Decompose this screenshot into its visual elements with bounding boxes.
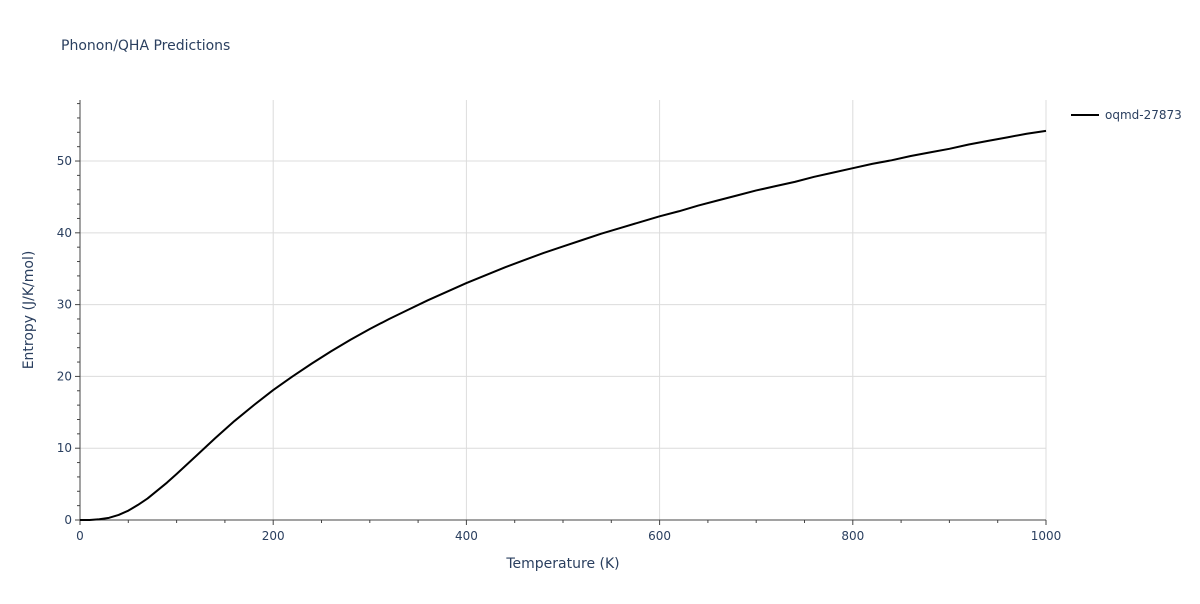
x-gridlines — [272, 100, 1047, 520]
x-tick-label: 200 — [262, 529, 285, 543]
x-tick-label: 800 — [841, 529, 864, 543]
y-tick-label: 30 — [57, 298, 72, 312]
series-layer — [80, 129, 1047, 521]
y-tick-label: 0 — [64, 513, 72, 527]
y-tick-label: 10 — [57, 441, 72, 455]
x-axis-title: Temperature (K) — [505, 556, 619, 572]
axes — [79, 100, 1046, 521]
y-tick-label: 50 — [57, 154, 72, 168]
legend[interactable]: oqmd-27873 — [1071, 108, 1182, 122]
series-line[interactable] — [80, 129, 1047, 521]
y-tick-label: 40 — [57, 226, 72, 240]
x-tick-label: 1000 — [1031, 529, 1062, 543]
legend-label: oqmd-27873 — [1105, 108, 1182, 122]
x-tick-label: 400 — [455, 529, 478, 543]
y-axis-title: Entropy (J/K/mol) — [21, 251, 37, 370]
chart-title: Phonon/QHA Predictions — [61, 38, 230, 54]
x-tick-label: 600 — [648, 529, 671, 543]
y-tick-label: 20 — [57, 369, 72, 383]
x-axis-ticks: 0 200 400 600 800 1000 — [76, 520, 1061, 543]
x-tick-label: 0 — [76, 529, 84, 543]
y-axis-ticks: 0 10 20 30 40 50 — [57, 103, 80, 527]
y-gridlines — [80, 160, 1046, 449]
